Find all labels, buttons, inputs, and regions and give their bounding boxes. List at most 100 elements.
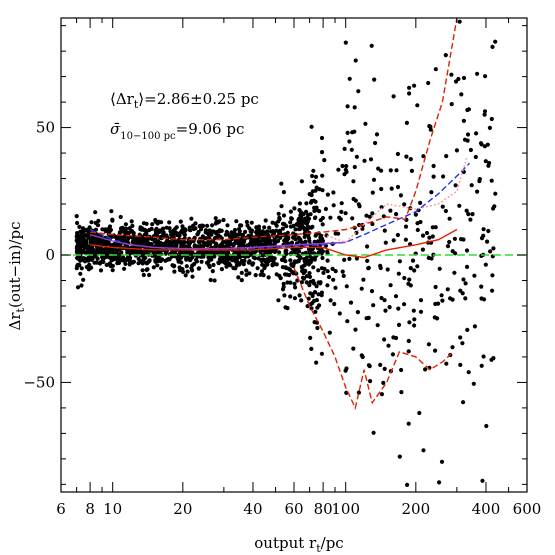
data-point — [256, 227, 262, 232]
data-point — [375, 323, 380, 328]
data-point — [486, 228, 491, 234]
data-point — [123, 231, 128, 236]
data-point — [379, 295, 384, 301]
data-point — [397, 259, 402, 264]
data-point — [225, 223, 230, 228]
x-tick-label: 100 — [331, 500, 360, 518]
data-point — [345, 319, 350, 324]
data-point — [487, 160, 492, 166]
data-point — [418, 298, 424, 303]
data-point — [130, 239, 136, 244]
data-point — [236, 275, 241, 280]
data-point — [485, 142, 490, 147]
data-point — [167, 220, 172, 225]
data-point — [402, 202, 407, 207]
data-point — [479, 296, 484, 301]
data-point — [90, 247, 96, 252]
data-point — [309, 346, 314, 351]
x-tick-label: 10 — [103, 500, 122, 518]
data-point — [386, 343, 391, 348]
data-point — [274, 223, 279, 228]
data-point — [84, 245, 89, 250]
data-point — [254, 230, 259, 235]
data-point — [393, 294, 399, 299]
data-point — [289, 216, 294, 221]
data-point — [388, 168, 393, 173]
data-point — [223, 260, 228, 266]
data-point — [472, 273, 477, 278]
data-point — [95, 248, 100, 253]
data-point — [362, 158, 367, 163]
data-point — [350, 216, 355, 221]
data-point — [308, 335, 313, 340]
data-point — [394, 212, 399, 217]
data-point — [100, 255, 105, 260]
data-point — [208, 277, 213, 283]
data-point — [367, 364, 372, 369]
data-point — [302, 257, 307, 262]
data-point — [311, 168, 316, 173]
data-point — [466, 212, 471, 217]
data-point — [292, 296, 297, 301]
data-point — [460, 341, 465, 346]
data-point — [232, 227, 238, 233]
data-point — [107, 224, 113, 229]
data-point — [288, 267, 293, 272]
data-point — [247, 271, 252, 276]
data-point — [315, 305, 320, 310]
data-point — [418, 200, 423, 205]
data-point — [309, 225, 314, 230]
data-point — [356, 390, 361, 395]
data-point — [312, 298, 317, 303]
data-point — [249, 229, 254, 235]
x-tick-label: 8 — [85, 500, 95, 518]
data-point — [93, 220, 98, 225]
data-point — [412, 323, 417, 328]
data-point — [250, 242, 255, 248]
data-point — [344, 164, 349, 169]
data-point — [311, 256, 316, 261]
data-point — [343, 40, 348, 45]
data-point — [276, 238, 281, 244]
data-point — [308, 212, 313, 217]
data-point — [423, 367, 428, 372]
data-point — [387, 305, 392, 310]
data-point — [407, 277, 412, 282]
data-point — [368, 379, 373, 384]
data-point — [342, 257, 347, 262]
data-point — [253, 273, 258, 278]
data-point — [352, 105, 357, 110]
data-point — [145, 236, 151, 242]
data-point — [415, 227, 420, 233]
data-point — [359, 286, 364, 291]
data-point — [353, 58, 358, 63]
data-point — [383, 308, 388, 313]
data-point — [404, 120, 409, 125]
data-point — [351, 179, 356, 184]
data-point — [378, 362, 383, 367]
data-point — [110, 217, 115, 222]
data-point — [354, 256, 359, 261]
data-point — [263, 218, 268, 223]
data-point — [136, 256, 141, 261]
data-point — [325, 269, 330, 274]
data-point — [352, 164, 357, 170]
data-point — [258, 232, 263, 237]
data-point — [292, 259, 298, 264]
data-point — [237, 242, 242, 247]
data-point — [395, 232, 400, 238]
x-tick-label: 200 — [402, 500, 431, 518]
data-point — [239, 223, 244, 228]
data-point — [489, 116, 494, 122]
data-point — [399, 390, 404, 395]
data-point — [429, 256, 434, 261]
data-point — [297, 293, 302, 298]
data-point — [331, 190, 336, 195]
data-point — [445, 287, 450, 292]
data-point — [412, 317, 417, 322]
data-point — [439, 459, 445, 464]
data-point — [441, 174, 446, 179]
data-point — [313, 188, 318, 193]
data-point — [408, 283, 413, 288]
